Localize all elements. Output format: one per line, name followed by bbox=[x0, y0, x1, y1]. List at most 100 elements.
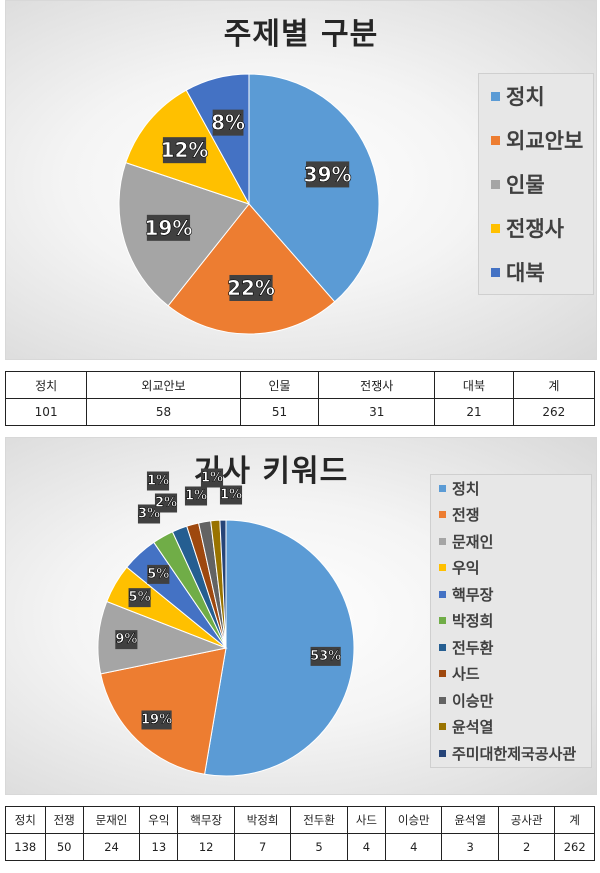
legend-item: 대북 bbox=[479, 250, 593, 294]
data-label-6: 3% bbox=[138, 504, 160, 524]
legend-label: 전두환 bbox=[452, 638, 494, 657]
table-header-cell: 전두환 bbox=[290, 806, 348, 834]
svg-text:19%: 19% bbox=[145, 216, 193, 240]
table-header-cell: 공사관 bbox=[497, 806, 556, 834]
svg-text:2%: 2% bbox=[155, 496, 177, 511]
topic-count-table: 정치 외교안보 인물 전쟁사 대북 계 101 58 51 31 21 262 bbox=[4, 371, 596, 426]
data-label-2: 19% bbox=[141, 710, 172, 730]
legend-label: 문재인 bbox=[452, 532, 494, 551]
table-header-cell: 인물 bbox=[239, 371, 320, 399]
table-value-cell: 13 bbox=[139, 833, 179, 861]
table-header-cell: 이승만 bbox=[385, 806, 443, 834]
table-value-cell: 2 bbox=[497, 833, 556, 861]
table-value-cell: 262 bbox=[554, 833, 595, 861]
legend-swatch bbox=[491, 267, 500, 277]
svg-text:53%: 53% bbox=[310, 649, 341, 664]
legend-swatch bbox=[439, 696, 446, 704]
table-header-cell: 전쟁 bbox=[44, 806, 84, 834]
svg-text:1%: 1% bbox=[201, 471, 223, 486]
legend-label: 전쟁사 bbox=[506, 217, 564, 241]
pie-slice-2 bbox=[167, 203, 336, 335]
legend-swatch bbox=[439, 537, 446, 545]
legend-item: 전쟁 bbox=[431, 502, 591, 529]
legend-item: 전쟁사 bbox=[479, 206, 593, 250]
legend-item: 이승만 bbox=[431, 687, 591, 714]
svg-text:5%: 5% bbox=[129, 590, 151, 605]
table-header-cell: 우익 bbox=[139, 806, 179, 834]
data-label-1: 53% bbox=[310, 646, 342, 666]
table-header-cell: 대북 bbox=[434, 371, 514, 399]
table-header-cell: 계 bbox=[512, 371, 596, 399]
chart-keyword-panel: 기사 키워드 53% 19% 9% 5% 5% 3% 2% 1% 1% 1% 1% 정치 전쟁 문재인 우… bbox=[5, 437, 597, 795]
legend-label: 윤석열 bbox=[452, 718, 494, 737]
data-label-3: 9% bbox=[115, 630, 138, 650]
table-value-cell: 138 bbox=[5, 833, 46, 861]
data-label-10: 1% bbox=[201, 468, 223, 488]
legend-swatch bbox=[439, 643, 446, 651]
legend-item: 정치 bbox=[479, 74, 593, 118]
table-value-cell: 51 bbox=[239, 398, 320, 426]
pie-slice-11 bbox=[219, 519, 227, 649]
data-label-3: 19% bbox=[144, 214, 193, 241]
table-header-cell: 전쟁사 bbox=[318, 371, 436, 399]
legend-item: 윤석열 bbox=[431, 714, 591, 741]
legend-swatch bbox=[491, 91, 500, 101]
svg-text:5%: 5% bbox=[147, 567, 169, 582]
pie-slice-5 bbox=[185, 73, 250, 205]
svg-text:3%: 3% bbox=[138, 507, 160, 522]
svg-text:1%: 1% bbox=[220, 488, 242, 503]
table-header-cell: 박정희 bbox=[233, 806, 292, 834]
legend-label: 인물 bbox=[506, 173, 545, 197]
table-value-cell: 4 bbox=[346, 833, 387, 861]
legend-label: 외교안보 bbox=[506, 129, 584, 153]
pie-slice-1 bbox=[204, 519, 355, 777]
legend-label: 우익 bbox=[452, 559, 480, 578]
legend-item: 우익 bbox=[431, 555, 591, 582]
svg-text:1%: 1% bbox=[185, 489, 207, 504]
table-header-cell: 사드 bbox=[346, 806, 387, 834]
legend-label: 박정희 bbox=[452, 612, 494, 631]
table-header-cell: 정치 bbox=[5, 806, 46, 834]
table-value-cell: 21 bbox=[434, 398, 514, 426]
table-value-cell: 24 bbox=[82, 833, 141, 861]
legend-item: 인물 bbox=[479, 162, 593, 206]
table-value-row: 101 58 51 31 21 262 bbox=[4, 398, 596, 426]
legend-label: 주미대한제국공사관 bbox=[452, 744, 577, 763]
table-header-cell: 정치 bbox=[4, 371, 88, 399]
legend-swatch bbox=[439, 590, 446, 598]
svg-text:9%: 9% bbox=[115, 632, 137, 647]
legend-item: 핵무장 bbox=[431, 581, 591, 608]
table-header-row: 정치 전쟁 문재인 우익 핵무장 박정희 전두환 사드 이승만 윤석열 공사관 … bbox=[5, 806, 595, 834]
legend-item: 외교안보 bbox=[479, 118, 593, 162]
data-label-5: 8% bbox=[211, 109, 245, 136]
pie-slice-1 bbox=[248, 73, 380, 303]
table-value-cell: 4 bbox=[385, 833, 443, 861]
pie-chart-keyword: 53% 19% 9% 5% 5% 3%2% 1% 1% 1% 1% bbox=[97, 468, 355, 777]
table-header-cell: 문재인 bbox=[82, 806, 141, 834]
svg-text:12%: 12% bbox=[161, 138, 209, 162]
table-header-cell: 외교안보 bbox=[86, 371, 241, 399]
legend-swatch bbox=[439, 617, 446, 625]
legend-label: 전쟁 bbox=[452, 506, 480, 525]
legend-label: 사드 bbox=[452, 665, 480, 684]
legend-label: 정치 bbox=[506, 85, 545, 109]
legend-item: 주미대한제국공사관 bbox=[431, 740, 591, 767]
table-value-cell: 5 bbox=[290, 833, 348, 861]
svg-text:39%: 39% bbox=[304, 162, 352, 186]
data-label-8: 1% bbox=[147, 471, 169, 491]
table-header-cell: 계 bbox=[554, 806, 595, 834]
legend-item: 전두환 bbox=[431, 634, 591, 661]
table-value-cell: 50 bbox=[44, 833, 84, 861]
data-label-9: 1% bbox=[185, 486, 207, 506]
table-value-cell: 262 bbox=[512, 398, 596, 426]
data-label-11: 1% bbox=[220, 485, 242, 505]
legend-swatch bbox=[491, 135, 500, 145]
legend-swatch bbox=[491, 223, 500, 233]
pie-chart-topic: 39% 22% 19% 12%8% bbox=[118, 73, 380, 335]
svg-text:8%: 8% bbox=[211, 111, 245, 135]
table-value-cell: 101 bbox=[4, 398, 88, 426]
data-label-1: 39% bbox=[303, 161, 352, 188]
legend-label: 정치 bbox=[452, 479, 480, 498]
legend-label: 핵무장 bbox=[452, 585, 494, 604]
